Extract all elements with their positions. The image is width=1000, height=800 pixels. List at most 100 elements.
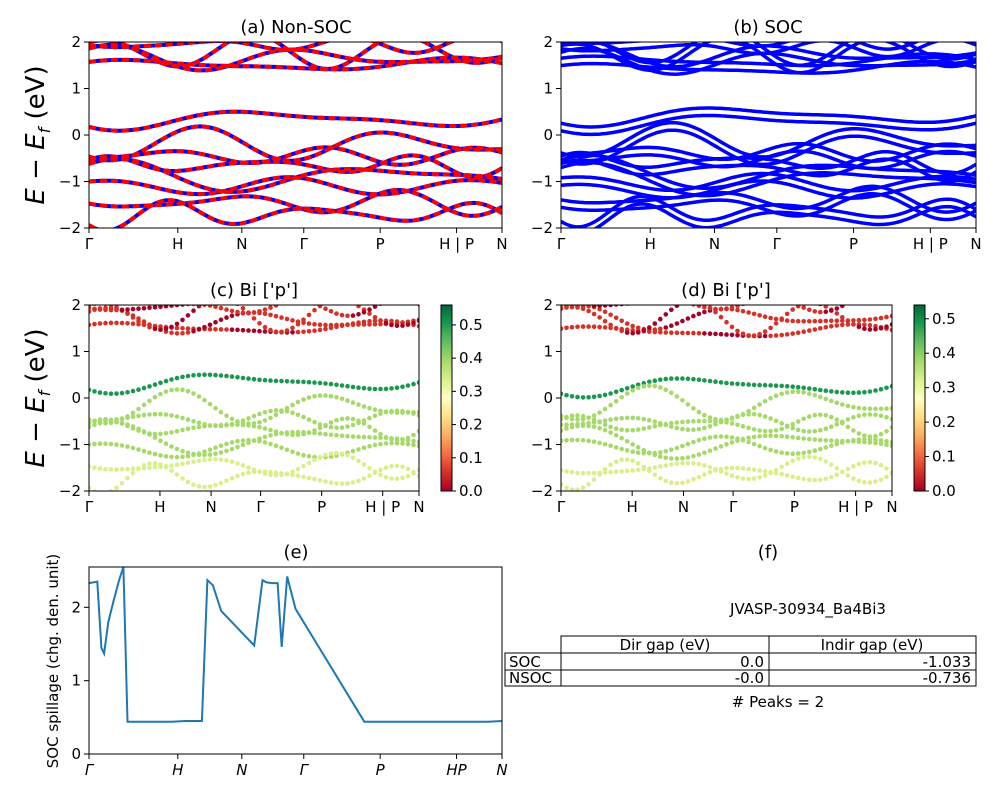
projection-point [669, 300, 674, 305]
projection-point [317, 393, 323, 398]
projection-point [647, 468, 652, 474]
projection-point [674, 445, 680, 451]
projection-point [823, 396, 829, 402]
projection-point [339, 481, 345, 487]
panel-c-scatter [89, 300, 419, 491]
xtick-label: N [678, 498, 689, 516]
projection-point [867, 317, 873, 322]
projection-point [345, 322, 350, 328]
col-indir-gap: Indir gap (eV) [821, 636, 924, 654]
xtick-label: P [376, 761, 386, 779]
projection-point [416, 413, 419, 418]
projection-point [740, 308, 746, 314]
projection-point [619, 457, 624, 463]
projection-point [317, 305, 323, 309]
projection-point [851, 300, 856, 305]
projection-point [818, 309, 823, 315]
projection-point [141, 322, 147, 327]
projection-point [873, 406, 878, 412]
projection-point [130, 388, 136, 394]
projection-point [185, 417, 191, 422]
projection-point [795, 451, 801, 456]
xtick-label: H | P [365, 498, 400, 516]
projection-point [652, 327, 658, 332]
projection-point [729, 324, 735, 330]
projection-point [807, 436, 812, 442]
projection-point [350, 322, 356, 328]
projection-point [89, 485, 92, 491]
projection-point [691, 406, 696, 411]
projection-point [301, 463, 306, 469]
projection-point [856, 390, 862, 395]
projection-point [312, 476, 317, 482]
projection-point [823, 413, 829, 418]
projection-point [762, 314, 768, 320]
projection-point [174, 472, 180, 477]
projection-point [602, 427, 608, 433]
projection-point [691, 330, 696, 336]
projection-point [191, 305, 196, 307]
projection-point [851, 322, 856, 327]
projection-point [735, 465, 740, 471]
projection-point [807, 391, 812, 396]
projection-point [163, 431, 169, 436]
panel-b-title: (b) SOC [733, 17, 802, 38]
projection-point [818, 305, 823, 307]
projection-point [889, 327, 892, 333]
projection-point [207, 401, 213, 407]
projection-point [641, 426, 647, 431]
projection-point [779, 450, 784, 455]
projection-point [597, 306, 602, 312]
panel-e-xticks: Γ H N Γ P HP N [85, 754, 508, 779]
projection-point [663, 455, 669, 461]
projection-point [180, 331, 185, 336]
projection-point [323, 422, 328, 428]
projection-point [345, 481, 350, 486]
projection-point [807, 328, 812, 333]
projection-point [92, 489, 97, 491]
projection-point [845, 318, 851, 324]
projection-point [119, 481, 125, 486]
projection-point [262, 426, 268, 431]
projection-point [389, 476, 394, 481]
projection-point [812, 327, 818, 332]
projection-point [834, 311, 840, 316]
projection-point [119, 420, 125, 426]
projection-point [740, 331, 746, 337]
projection-point [361, 445, 367, 451]
projection-point [669, 330, 674, 336]
projection-point [383, 386, 389, 392]
projection-point [251, 310, 257, 315]
projection-point [240, 306, 246, 311]
projection-point [213, 300, 218, 305]
ytick-label: 1 [543, 80, 553, 98]
projection-point [240, 471, 246, 477]
projection-point [580, 470, 586, 476]
projection-point [586, 481, 591, 487]
projection-point [884, 415, 889, 420]
projection-point [624, 468, 630, 474]
projection-point [89, 305, 92, 311]
projection-point [163, 412, 169, 417]
projection-point [185, 330, 191, 335]
ytick-label: 2 [71, 598, 81, 616]
projection-point [641, 380, 647, 386]
projection-point [257, 377, 262, 383]
projection-point [735, 333, 740, 338]
projection-point [653, 300, 658, 305]
projection-point [702, 450, 707, 456]
projection-point [317, 327, 323, 333]
projection-point [807, 454, 812, 460]
projection-point [262, 434, 268, 440]
projection-point [624, 321, 630, 326]
projection-point [801, 385, 806, 391]
band-line [561, 149, 976, 171]
projection-point [356, 385, 361, 391]
projection-point [416, 318, 419, 324]
projection-point [658, 326, 663, 332]
projection-point [834, 389, 840, 395]
projection-point [334, 425, 339, 431]
projection-point [213, 423, 218, 428]
projection-point [873, 433, 878, 439]
projection-point [608, 462, 613, 468]
